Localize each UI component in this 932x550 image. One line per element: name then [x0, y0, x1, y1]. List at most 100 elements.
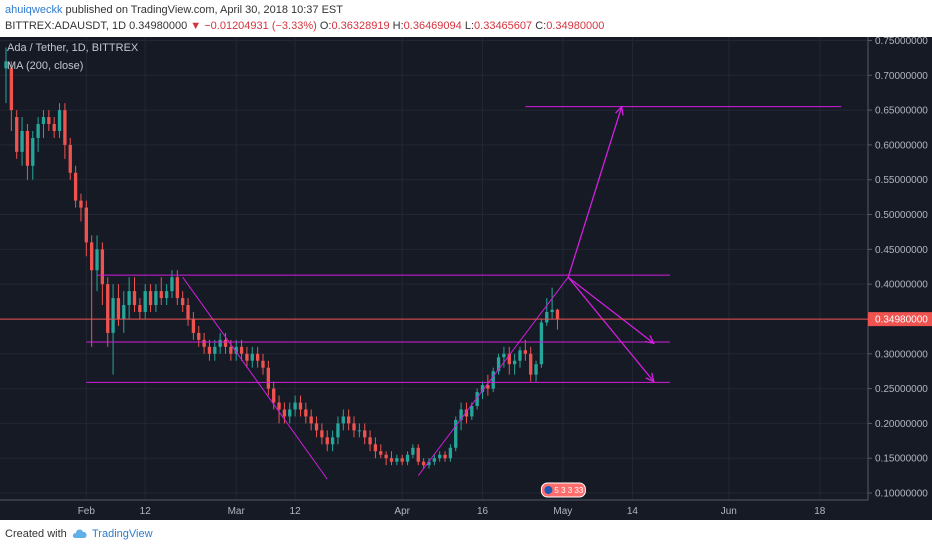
- candle-down: [197, 332, 201, 340]
- price-axis[interactable]: 0.75000000 0.70000000 0.65000000 0.60000000…: [867, 37, 932, 520]
- candle-up: [218, 339, 222, 347]
- candle-up: [502, 353, 506, 358]
- candle-up: [539, 322, 544, 365]
- price-tick-label: 0.30000000: [875, 349, 928, 360]
- high-label: H:: [392, 20, 404, 32]
- candle-down: [421, 461, 426, 466]
- candle-down: [416, 447, 420, 462]
- chart-header: ahuiqweckk published on TradingView.com,…: [0, 0, 932, 37]
- candle-down: [379, 451, 383, 455]
- candle-down: [298, 402, 303, 410]
- ohlc-info: BITTREX:ADAUSDT, 1D 0.34980000 ▼ −0.0120…: [5, 20, 604, 32]
- candle-down: [175, 277, 179, 299]
- last-price: 0.34980000: [129, 20, 188, 32]
- candle-up: [95, 249, 99, 271]
- candle-down: [245, 353, 249, 361]
- legend-indicator[interactable]: MA (200, close): [7, 60, 83, 72]
- time-axis[interactable]: Feb 12 Mar 12 Apr 16 May 14 Jun 18: [0, 499, 868, 517]
- candle-up: [454, 419, 458, 448]
- drawings: [86, 105, 842, 480]
- candle-up: [31, 137, 35, 166]
- time-tick-label: Jun: [721, 506, 737, 517]
- candle-up: [111, 298, 115, 333]
- candle-up: [122, 305, 126, 319]
- price-tick-label: 0.75000000: [875, 37, 928, 47]
- candle-up: [170, 277, 174, 292]
- arrow-head: [615, 105, 624, 116]
- candle-up: [448, 447, 453, 459]
- candle-down: [68, 144, 72, 173]
- candle-down: [368, 437, 372, 445]
- price-tick-label: 0.20000000: [875, 419, 928, 430]
- candle-up: [427, 461, 431, 466]
- projection-arrow: [567, 276, 655, 344]
- candle-up: [411, 447, 415, 455]
- tradingview-cloud-icon: [72, 529, 87, 538]
- author-link[interactable]: ahuiqweckk: [5, 4, 63, 16]
- candle-down: [15, 117, 19, 152]
- candle-down: [261, 360, 265, 368]
- projection-arrow: [567, 276, 655, 383]
- price-chart[interactable]: 0.75000000 0.70000000 0.65000000 0.60000000…: [0, 37, 932, 520]
- candle-down: [79, 200, 83, 208]
- candle-up: [250, 353, 254, 361]
- candle-up: [545, 312, 549, 323]
- time-tick-label: Apr: [394, 506, 410, 517]
- candle-down: [266, 367, 271, 389]
- candle-down: [523, 350, 528, 354]
- symbol-label: BITTREX:ADAUSDT, 1D: [5, 20, 127, 32]
- publish-info: ahuiqweckk published on TradingView.com,…: [5, 4, 343, 16]
- candle-up: [470, 406, 474, 417]
- candle-up: [234, 346, 238, 354]
- candle-down: [52, 124, 56, 131]
- last-price-badge: 0.34980000: [868, 312, 932, 327]
- candle-up: [550, 309, 554, 313]
- close-label: C:: [535, 20, 547, 32]
- price-tick-label: 0.65000000: [875, 106, 928, 117]
- candle-down: [223, 339, 228, 347]
- candle-up: [496, 357, 501, 372]
- tradingview-brand[interactable]: TradingView: [92, 528, 153, 540]
- events-badge[interactable]: 5 3 3 33: [540, 482, 586, 498]
- candle-up: [41, 117, 46, 125]
- candle-up: [330, 437, 335, 445]
- last-price-badge-text: 0.34980000: [875, 315, 928, 326]
- candle-down: [272, 388, 276, 403]
- candle-up: [336, 423, 340, 438]
- time-tick-label: 12: [290, 506, 302, 517]
- candle-down: [239, 346, 244, 354]
- price-tick-label: 0.25000000: [875, 384, 928, 395]
- us-flag-icon: [544, 486, 553, 494]
- chart-background: [0, 37, 932, 520]
- candle-up: [36, 124, 40, 138]
- candle-up: [164, 291, 169, 299]
- candle-down: [384, 454, 388, 459]
- candle-down: [304, 409, 308, 417]
- candle-down: [373, 444, 378, 452]
- created-with-text: Created with: [5, 528, 67, 540]
- candle-up: [491, 371, 495, 389]
- candle-up: [293, 402, 297, 410]
- trend-line: [417, 276, 569, 476]
- price-tick-label: 0.70000000: [875, 71, 928, 82]
- candle-down: [255, 353, 260, 361]
- price-tick-label: 0.60000000: [875, 140, 928, 151]
- candle-down: [229, 346, 233, 354]
- candles: [4, 47, 560, 469]
- candle-down: [555, 309, 560, 320]
- high-value: 0.36469094: [403, 20, 462, 32]
- candle-down: [47, 117, 51, 125]
- candle-down: [282, 409, 287, 417]
- candle-down: [181, 298, 185, 306]
- price-axis-bg: [868, 37, 932, 520]
- arrow-head: [645, 372, 655, 383]
- change-value: −0.01204931 (−3.33%): [204, 20, 317, 32]
- low-value: 0.33465607: [474, 20, 533, 32]
- candle-up: [154, 291, 158, 306]
- candle-up: [127, 291, 131, 306]
- candle-down: [73, 172, 78, 201]
- time-tick-label: May: [553, 506, 572, 517]
- candle-up: [438, 454, 442, 459]
- candle-up: [4, 61, 8, 69]
- candle-up: [459, 409, 463, 420]
